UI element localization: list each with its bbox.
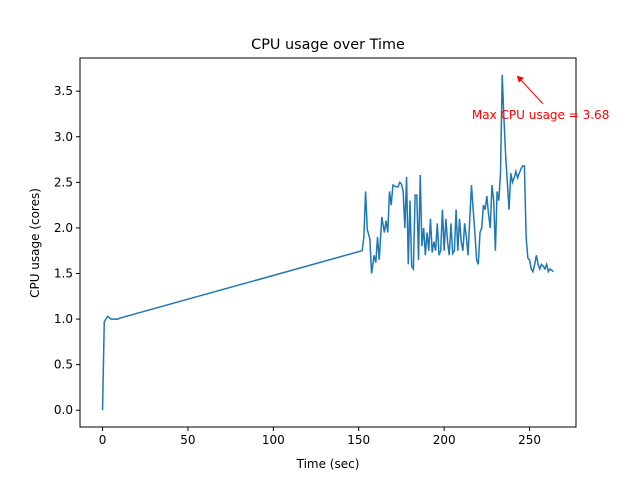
y-tick-label: 0.0 (54, 403, 73, 417)
x-tick-label: 50 (180, 433, 195, 447)
y-tick-label: 1.0 (54, 312, 73, 326)
y-tick-label: 2.0 (54, 221, 73, 235)
plot-frame (79, 57, 577, 428)
y-tick-label: 0.5 (54, 358, 73, 372)
x-tick-label: 250 (518, 433, 541, 447)
x-axis-label: Time (sec) (296, 457, 360, 471)
y-tick-label: 2.5 (54, 175, 73, 189)
y-tick-label: 3.5 (54, 84, 73, 98)
x-tick-label: 100 (262, 433, 285, 447)
y-tick-label: 3.0 (54, 130, 73, 144)
y-tick-label: 1.5 (54, 266, 73, 280)
y-axis-label: CPU usage (cores) (28, 188, 42, 298)
x-tick-label: 150 (347, 433, 370, 447)
x-tick-label: 0 (99, 433, 107, 447)
annotation-arrowhead (516, 75, 524, 83)
x-tick-label: 200 (433, 433, 456, 447)
chart-title: CPU usage over Time (251, 37, 405, 53)
annotation-arrow (517, 76, 544, 105)
annotation-text: Max CPU usage = 3.68 (472, 108, 609, 122)
line (101, 74, 554, 411)
